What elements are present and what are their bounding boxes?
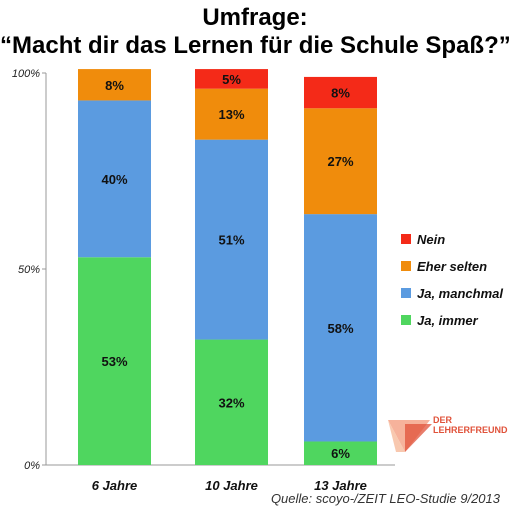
- data-label: 13%: [218, 107, 244, 122]
- x-tick-label: 13 Jahre: [314, 478, 367, 493]
- legend-swatch: [401, 261, 411, 271]
- bar-segment: [78, 100, 151, 258]
- data-label: 6%: [331, 446, 350, 461]
- source-note: Quelle: scoyo-/ZEIT LEO-Studie 9/2013: [270, 491, 500, 506]
- bars: 53% 40% 8% 6 Jahre 32% 51% 13% 5% 10 Jahre 6% 58% 2…: [78, 69, 377, 493]
- legend-swatch: [401, 288, 411, 298]
- data-label: 58%: [327, 321, 353, 336]
- y-tick-label: 100%: [12, 68, 40, 80]
- data-label: 8%: [105, 78, 124, 93]
- y-tick-label: 50%: [18, 264, 40, 276]
- bar-segment: [304, 76, 377, 109]
- x-tick-label: 6 Jahre: [92, 478, 138, 493]
- data-label: 27%: [327, 154, 353, 169]
- legend-label: Nein: [417, 232, 445, 247]
- chart-subtitle: “Macht dir das Lernen für die Schule Spa…: [0, 32, 510, 59]
- data-label: 8%: [331, 86, 350, 101]
- data-label: 32%: [218, 395, 244, 410]
- data-label: 53%: [101, 354, 127, 369]
- legend-swatch: [401, 315, 411, 325]
- legend-swatch: [401, 234, 411, 244]
- legend-label: Eher selten: [417, 259, 487, 274]
- legend: Nein Eher selten Ja, manchmal Ja, immer: [401, 232, 503, 328]
- bar-segment: [195, 69, 268, 89]
- bar-segment: [78, 257, 151, 465]
- legend-label: Ja, immer: [417, 313, 479, 328]
- bar-segment: [304, 441, 377, 465]
- legend-label: Ja, manchmal: [417, 286, 503, 301]
- bar-segment: [78, 69, 151, 101]
- data-label: 40%: [101, 172, 127, 187]
- data-label: 5%: [222, 72, 241, 87]
- logo-line2: LEHRERFREUND: [433, 425, 508, 435]
- logo-line1: DER: [433, 415, 453, 425]
- bar-segment: [195, 88, 268, 140]
- bar-segment: [195, 339, 268, 465]
- x-tick-label: 10 Jahre: [205, 478, 258, 493]
- flag-triangle-icon: [388, 420, 432, 452]
- bar-segment: [304, 108, 377, 215]
- bar-segment: [304, 214, 377, 442]
- bar-segment: [195, 139, 268, 340]
- data-label: 51%: [218, 233, 244, 248]
- chart-title: Umfrage:: [202, 4, 308, 31]
- y-tick-label: 0%: [24, 460, 40, 472]
